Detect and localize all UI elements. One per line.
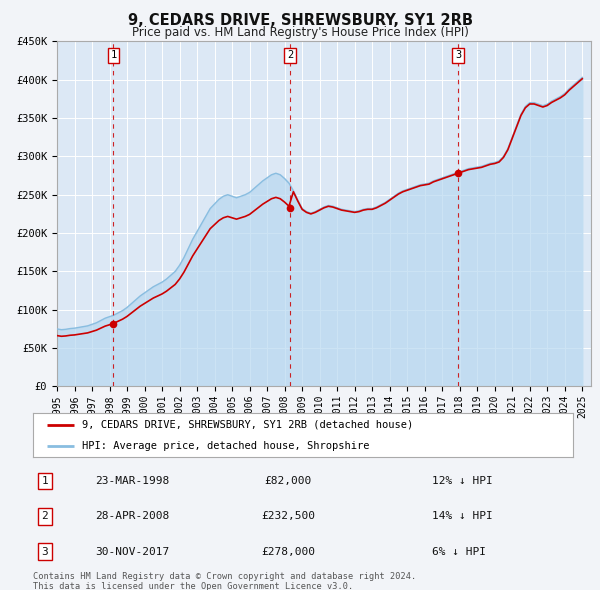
Text: 12% ↓ HPI: 12% ↓ HPI xyxy=(432,476,493,486)
Text: 9, CEDARS DRIVE, SHREWSBURY, SY1 2RB: 9, CEDARS DRIVE, SHREWSBURY, SY1 2RB xyxy=(128,13,473,28)
Text: £232,500: £232,500 xyxy=(261,512,315,521)
Text: £278,000: £278,000 xyxy=(261,547,315,556)
Text: 28-APR-2008: 28-APR-2008 xyxy=(95,512,169,521)
Text: 23-MAR-1998: 23-MAR-1998 xyxy=(95,476,169,486)
Text: 1: 1 xyxy=(110,50,116,60)
Text: Price paid vs. HM Land Registry's House Price Index (HPI): Price paid vs. HM Land Registry's House … xyxy=(131,26,469,39)
Text: 14% ↓ HPI: 14% ↓ HPI xyxy=(432,512,493,521)
Text: 3: 3 xyxy=(41,547,49,556)
Text: 30-NOV-2017: 30-NOV-2017 xyxy=(95,547,169,556)
Text: 9, CEDARS DRIVE, SHREWSBURY, SY1 2RB (detached house): 9, CEDARS DRIVE, SHREWSBURY, SY1 2RB (de… xyxy=(82,420,413,430)
Text: 6% ↓ HPI: 6% ↓ HPI xyxy=(432,547,486,556)
Text: £82,000: £82,000 xyxy=(265,476,311,486)
Text: Contains HM Land Registry data © Crown copyright and database right 2024.: Contains HM Land Registry data © Crown c… xyxy=(33,572,416,581)
Text: HPI: Average price, detached house, Shropshire: HPI: Average price, detached house, Shro… xyxy=(82,441,369,451)
Text: 1: 1 xyxy=(41,476,49,486)
Text: 3: 3 xyxy=(455,50,461,60)
Text: 2: 2 xyxy=(41,512,49,521)
Text: 2: 2 xyxy=(287,50,293,60)
Text: This data is licensed under the Open Government Licence v3.0.: This data is licensed under the Open Gov… xyxy=(33,582,353,590)
